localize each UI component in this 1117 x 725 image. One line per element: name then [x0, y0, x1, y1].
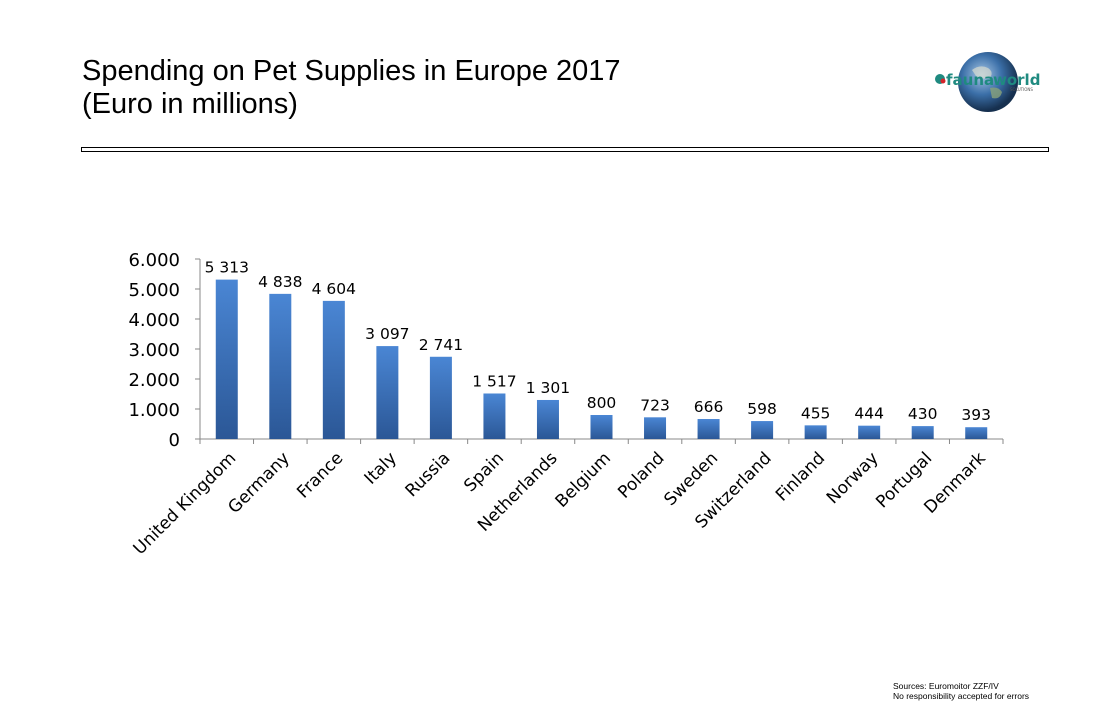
data-label: 4 838 — [258, 273, 302, 291]
data-label: 1 301 — [526, 379, 570, 397]
bar-denmark — [965, 427, 988, 439]
bar-belgium — [590, 415, 613, 439]
bar-netherlands — [536, 399, 559, 439]
x-tick-label: Poland — [614, 448, 668, 502]
globe-icon — [958, 52, 1018, 112]
data-label: 666 — [694, 398, 724, 416]
y-axis: 0 1.000 2.000 3.000 4.000 5.000 6.000 — [128, 250, 201, 451]
bars — [215, 279, 988, 439]
logo-tagline: SOLUTIONS — [1010, 87, 1033, 92]
source-note: Sources: Euromoitor ZZF/IV No responsibi… — [893, 681, 1029, 701]
data-labels: 5 313 4 838 4 604 3 097 2 741 1 517 1 301 800 72… — [205, 259, 991, 425]
bar-france — [322, 300, 345, 439]
data-label: 4 604 — [312, 280, 356, 298]
y-tick-label: 6.000 — [128, 250, 180, 271]
data-label: 598 — [747, 400, 777, 418]
bar-switzerland — [751, 421, 774, 439]
bar-sweden — [697, 419, 720, 439]
data-label: 393 — [961, 406, 991, 424]
title-line-1: Spending on Pet Supplies in Europe 2017 — [82, 55, 621, 87]
data-label: 430 — [908, 405, 938, 423]
chart-title: Spending on Pet Supplies in Europe 2017 … — [82, 55, 621, 121]
data-label: 444 — [854, 405, 884, 423]
faunaworld-logo: fauna world SOLUTIONS — [932, 50, 1044, 114]
x-tick-label: France — [293, 448, 347, 502]
x-tick-label: Russia — [402, 448, 455, 501]
source-line-1: Sources: Euromoitor ZZF/IV — [893, 681, 999, 691]
data-label: 800 — [587, 394, 617, 412]
y-tick-label: 0 — [169, 430, 180, 451]
y-tick-label: 4.000 — [128, 310, 180, 331]
x-axis — [199, 438, 1004, 444]
x-tick-label: Finland — [772, 448, 829, 505]
bar-spain — [483, 393, 506, 439]
bar-finland — [804, 425, 827, 439]
y-tick-label: 5.000 — [128, 280, 180, 301]
source-line-2: No responsibility accepted for errors — [893, 691, 1030, 701]
logo-text-world: world — [993, 71, 1040, 89]
bar-germany — [269, 293, 292, 439]
data-label: 723 — [640, 396, 670, 414]
data-label: 5 313 — [205, 259, 249, 277]
bar-poland — [644, 417, 667, 439]
y-tick-label: 2.000 — [128, 370, 180, 391]
y-tick-label: 1.000 — [128, 400, 180, 421]
x-tick-label: Italy — [361, 448, 401, 488]
bar-italy — [376, 346, 399, 439]
x-tick-label: Belgium — [552, 448, 615, 511]
logo-text-fauna: fauna — [946, 71, 994, 89]
bar-portugal — [911, 426, 934, 439]
title-divider — [81, 147, 1049, 152]
data-label: 2 741 — [419, 336, 463, 354]
bar-norway — [858, 425, 881, 439]
data-label: 455 — [801, 404, 831, 422]
y-tick-label: 3.000 — [128, 340, 180, 361]
data-label: 3 097 — [365, 325, 409, 343]
x-tick-label: Spain — [460, 448, 508, 496]
title-line-2: (Euro in millions) — [82, 88, 298, 120]
data-label: 1 517 — [472, 372, 516, 390]
bar-united-kingdom — [215, 279, 238, 439]
bar-russia — [429, 356, 452, 439]
